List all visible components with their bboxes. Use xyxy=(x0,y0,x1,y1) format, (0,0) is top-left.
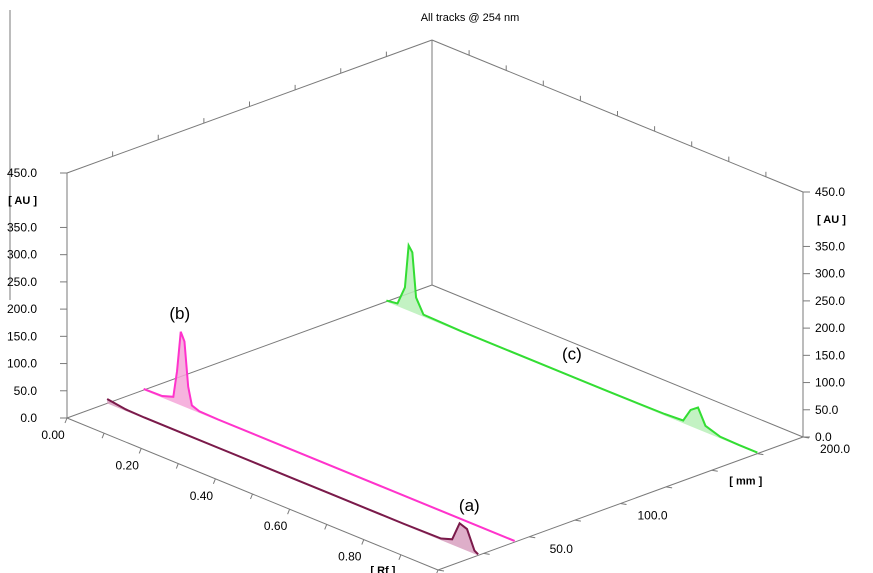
y-axis-label-right: [ AU ] xyxy=(817,214,846,226)
series-line-2 xyxy=(386,241,758,454)
x-tick-label: 0.20 xyxy=(116,458,140,472)
series-line-0 xyxy=(106,398,479,555)
floor-edge-rf-back xyxy=(431,284,804,438)
y-tick-label-left: 200.0 xyxy=(7,302,37,316)
x-tick xyxy=(64,417,68,424)
y-tick-label-left: 0.0 xyxy=(20,411,37,425)
z-tick xyxy=(437,569,445,572)
y-tick-label-right: 200.0 xyxy=(815,321,845,335)
y-tick-label-right: 150.0 xyxy=(815,348,845,362)
x-tick-label: 0.60 xyxy=(264,519,288,533)
annotation-c: (c) xyxy=(562,345,582,364)
y-tick-label-left: 300.0 xyxy=(7,248,37,262)
y-tick-label-left: 350.0 xyxy=(7,220,37,234)
series-layer xyxy=(106,241,758,556)
z-tick xyxy=(529,536,536,539)
z-tick-label: 200.0 xyxy=(820,442,850,456)
y-tick-label-right: 300.0 xyxy=(815,267,845,281)
y-tick-label-right: 250.0 xyxy=(815,294,845,308)
axis-labels: 0.0 0.0 50.0 50.0 100.0 100.0 150.0 150.0 200.0 2… xyxy=(7,166,850,573)
x-tick xyxy=(361,539,365,545)
y-tick-label-left: 150.0 xyxy=(7,329,37,343)
z-tick xyxy=(666,486,673,489)
annotations: (a) (b) (c) xyxy=(169,304,581,515)
y-tick-label-left: 50.0 xyxy=(14,384,38,398)
z-axis-label: [ mm ] xyxy=(729,475,762,487)
x-tick xyxy=(175,463,179,469)
z-tick xyxy=(757,453,764,456)
y-tick-label-right: 0.0 xyxy=(815,430,832,444)
z-tick xyxy=(802,436,810,439)
chart-title: All tracks @ 254 nm xyxy=(421,12,520,24)
x-tick xyxy=(212,478,216,484)
z-tick xyxy=(574,519,581,522)
annotation-b: (b) xyxy=(169,304,190,323)
x-tick-label: 0.00 xyxy=(41,428,65,442)
y-tick-label-right: 100.0 xyxy=(815,376,845,390)
annotation-a: (a) xyxy=(459,496,480,515)
z-tick-label: 50.0 xyxy=(550,542,574,556)
x-tick-label: 0.80 xyxy=(338,550,362,564)
series-line-1 xyxy=(143,331,516,542)
x-axis-label: [ Rf ] xyxy=(370,565,395,573)
series-fill-1 xyxy=(143,331,515,543)
y-tick-label-right: 50.0 xyxy=(815,403,839,417)
x-tick xyxy=(287,509,291,515)
x-tick-label: 0.40 xyxy=(190,489,214,503)
y-tick-label-left: 100.0 xyxy=(7,357,37,371)
axis-ticks xyxy=(60,50,810,573)
y-tick-label-left: 250.0 xyxy=(7,275,37,289)
y-axis-label-left: [ AU ] xyxy=(8,195,37,207)
x-tick xyxy=(101,433,105,439)
x-tick xyxy=(138,448,142,454)
x-tick xyxy=(324,524,328,530)
z-tick-label: 100.0 xyxy=(637,509,667,523)
y-tick-label-left: 450.0 xyxy=(7,166,37,180)
y-tick-label-right: 450.0 xyxy=(815,185,845,199)
x-tick xyxy=(398,554,402,560)
x-tick xyxy=(250,493,253,500)
y-tick-label-right: 350.0 xyxy=(815,239,845,253)
z-tick xyxy=(483,552,490,555)
z-tick xyxy=(620,503,627,505)
z-tick xyxy=(711,469,718,472)
floor-edge-mm-back xyxy=(66,284,433,419)
